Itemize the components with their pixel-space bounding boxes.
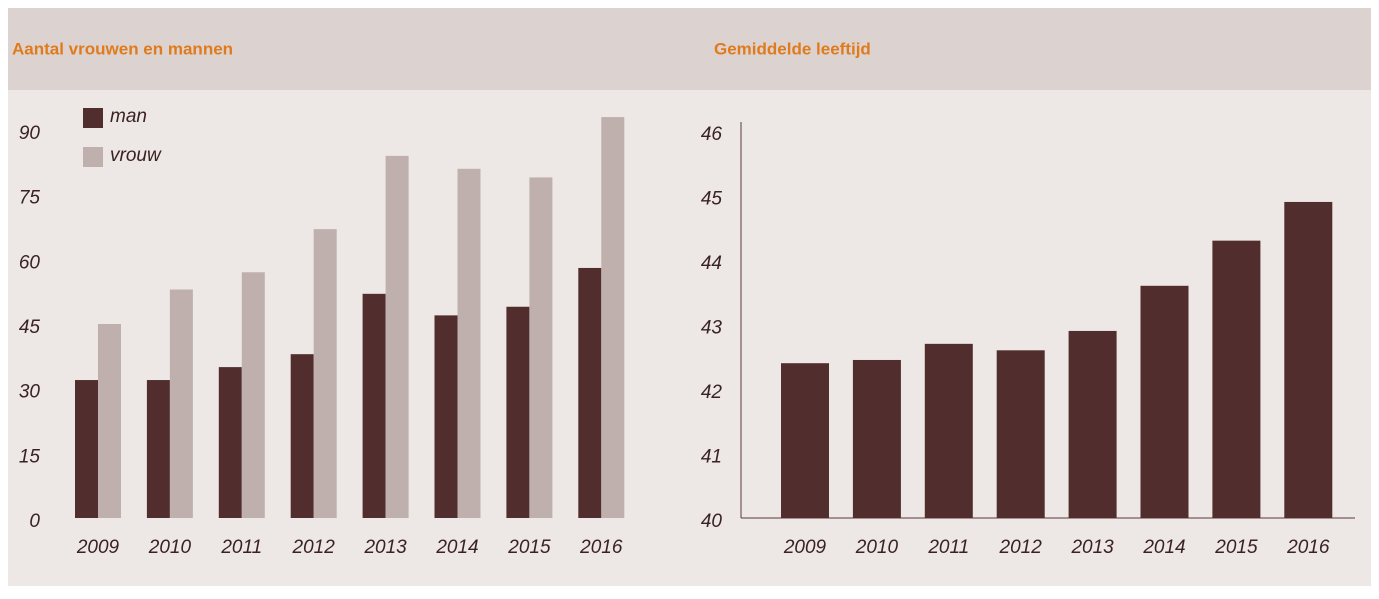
y-tick-label: 15 xyxy=(19,446,41,467)
legend-label: man xyxy=(110,106,147,127)
x-tick-label: 2012 xyxy=(292,537,336,558)
bar xyxy=(146,380,170,518)
bar xyxy=(924,343,973,518)
y-tick-label: 45 xyxy=(701,189,723,210)
chart-title: Gemiddelde leeftijd xyxy=(714,39,871,58)
bar xyxy=(852,359,901,518)
bar xyxy=(578,267,602,518)
y-tick-label: 75 xyxy=(19,188,41,209)
x-tick-label: 2012 xyxy=(999,537,1043,558)
x-tick-label: 2015 xyxy=(507,537,551,558)
bar xyxy=(457,168,481,519)
bar xyxy=(1212,240,1261,518)
y-tick-label: 46 xyxy=(701,124,723,145)
bar xyxy=(506,306,530,518)
header-band xyxy=(8,8,1371,90)
bar xyxy=(434,315,458,518)
bar xyxy=(313,229,337,518)
x-tick-label: 2009 xyxy=(76,537,120,558)
y-tick-label: 44 xyxy=(701,253,722,274)
y-tick-label: 40 xyxy=(701,511,723,532)
y-tick-label: 60 xyxy=(19,252,41,273)
x-tick-label: 2011 xyxy=(220,537,262,558)
x-tick-label: 2011 xyxy=(927,537,969,558)
bar xyxy=(781,363,829,518)
x-tick-label: 2016 xyxy=(579,537,623,558)
x-tick-label: 2016 xyxy=(1286,537,1330,558)
x-tick-label: 2010 xyxy=(855,537,899,558)
chart-title: Aantal vrouwen en mannen xyxy=(12,39,233,58)
bar xyxy=(1068,330,1117,518)
x-tick-label: 2014 xyxy=(1142,537,1185,558)
bar xyxy=(75,380,98,518)
bar xyxy=(601,117,625,519)
bar xyxy=(218,367,242,518)
bar xyxy=(241,272,265,518)
x-tick-label: 2015 xyxy=(1214,537,1258,558)
bar xyxy=(529,177,553,518)
x-tick-label: 2010 xyxy=(148,537,192,558)
y-tick-label: 43 xyxy=(701,318,723,339)
bar xyxy=(1284,201,1333,518)
x-tick-label: 2014 xyxy=(435,537,478,558)
legend-label: vrouw xyxy=(110,145,162,166)
x-tick-label: 2013 xyxy=(363,537,407,558)
y-tick-label: 0 xyxy=(29,511,40,532)
x-tick-label: 2013 xyxy=(1070,537,1114,558)
y-tick-label: 30 xyxy=(19,382,41,403)
bar xyxy=(290,354,314,518)
legend-swatch xyxy=(83,108,103,128)
y-tick-label: 42 xyxy=(701,382,723,403)
legend-swatch xyxy=(83,147,103,167)
bar xyxy=(98,324,121,518)
bar xyxy=(996,350,1045,518)
y-tick-label: 41 xyxy=(701,447,722,468)
bar xyxy=(169,289,193,518)
y-tick-label: 45 xyxy=(19,317,41,338)
bar xyxy=(1140,285,1189,518)
y-tick-label: 90 xyxy=(19,123,41,144)
bar xyxy=(385,155,409,518)
bar xyxy=(362,293,386,518)
x-tick-label: 2009 xyxy=(783,537,827,558)
